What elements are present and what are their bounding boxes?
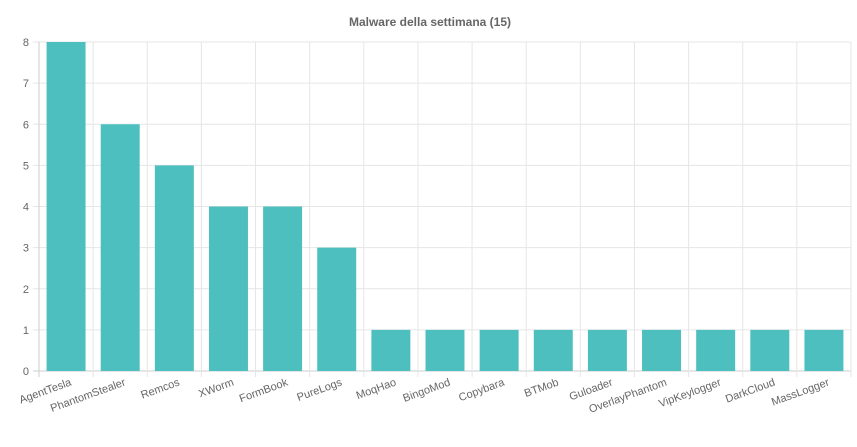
- bar-purelogs: [317, 247, 357, 371]
- bar-xworm: [208, 206, 248, 371]
- y-tick-label: 6: [23, 119, 29, 131]
- bars-layer: [46, 42, 844, 371]
- y-tick-label: 2: [23, 284, 29, 296]
- bar-phantomstealer: [100, 124, 140, 371]
- x-tick-label: VipKeylogger: [657, 376, 723, 410]
- y-axis: 0 1 2 3 4 5 6 7 8: [23, 37, 29, 378]
- x-tick-label: DarkCloud: [724, 377, 777, 406]
- x-tick-label: Remcos: [139, 376, 181, 401]
- x-tick-label: BingoMod: [401, 377, 452, 405]
- y-tick-label: 8: [23, 37, 29, 49]
- bar-vipkeylogger: [696, 329, 736, 371]
- bar-masslogger: [804, 329, 844, 371]
- bar-bingomod: [425, 329, 465, 371]
- x-tick-label: XWorm: [197, 377, 235, 401]
- x-tick-label: Copybara: [457, 376, 507, 404]
- y-tick-label: 3: [23, 243, 29, 255]
- bar-formbook: [263, 206, 303, 371]
- x-tick-label: MassLogger: [770, 376, 831, 408]
- bar-btmob: [533, 329, 573, 371]
- y-tick-label: 4: [23, 202, 29, 214]
- y-tick-label: 1: [23, 325, 29, 337]
- x-tick-label: FormBook: [238, 376, 290, 405]
- bar-darkcloud: [750, 329, 790, 371]
- y-tick-label: 5: [23, 160, 29, 172]
- bar-moqhao: [371, 329, 411, 371]
- x-tick-label: PureLogs: [295, 376, 344, 404]
- bar-overlayphantom: [642, 329, 682, 371]
- bar-agenttesla: [46, 42, 86, 371]
- bar-copybara: [479, 329, 519, 371]
- x-tick-label: BTMob: [523, 377, 560, 400]
- y-tick-label: 7: [23, 78, 29, 90]
- bar-guloader: [587, 329, 627, 371]
- chart-title: Malware della settimana (15): [349, 15, 511, 29]
- x-tick-label: MoqHao: [355, 377, 398, 402]
- y-tick-label: 0: [23, 366, 29, 378]
- bar-remcos: [154, 165, 194, 371]
